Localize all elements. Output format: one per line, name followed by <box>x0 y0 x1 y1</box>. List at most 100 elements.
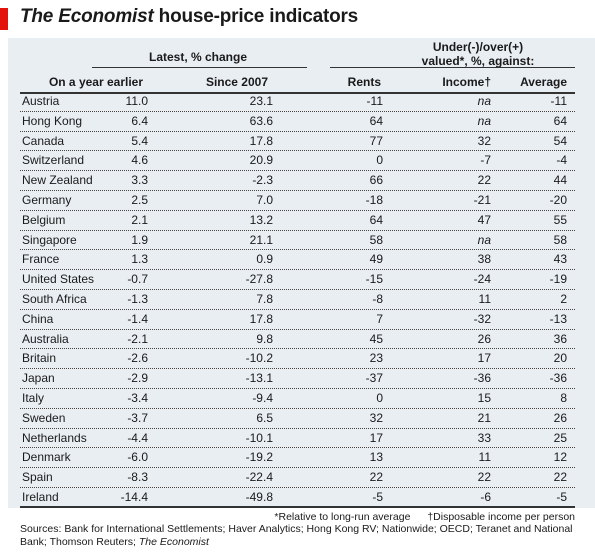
cell-average: 54 <box>553 133 567 148</box>
cell-income: -7 <box>480 153 491 168</box>
cell-since-2007: 6.5 <box>256 410 273 425</box>
cell-since-2007: -19.2 <box>245 450 273 465</box>
cell-income: 21 <box>477 410 491 425</box>
row-country: Australia <box>22 331 69 346</box>
row-country: United States <box>22 272 95 287</box>
cell-year-earlier: 1.9 <box>131 232 148 247</box>
cell-income: 15 <box>477 391 491 405</box>
cell-income: na <box>477 232 491 247</box>
table-row: Switzerland 4.6 20.9 0 -7 -4 <box>20 151 575 172</box>
row-country: Netherlands <box>22 430 87 445</box>
cell-year-earlier: -14.4 <box>120 490 148 504</box>
cell-since-2007: -2.3 <box>252 173 273 188</box>
row-country: Canada <box>22 133 65 148</box>
cell-since-2007: 0.9 <box>256 252 273 267</box>
table-row: Belgium 2.1 13.2 64 47 55 <box>20 211 575 231</box>
cell-average: -13 <box>549 311 567 326</box>
row-country: Belgium <box>22 212 66 227</box>
cell-since-2007: 23.1 <box>249 94 273 108</box>
cell-rents: -11 <box>366 94 383 108</box>
title-rest: house-price indicators <box>153 6 359 27</box>
cell-average: -19 <box>549 272 567 287</box>
cell-rents: 64 <box>369 113 383 128</box>
cell-year-earlier: 5.4 <box>131 133 148 148</box>
cell-average: 43 <box>553 252 567 267</box>
cell-since-2007: 7.0 <box>256 193 273 207</box>
cell-income: na <box>477 94 491 108</box>
cell-rents: 7 <box>376 311 383 326</box>
table-row: Japan -2.9 -13.1 -37 -36 -36 <box>20 369 575 389</box>
column-header-income: Income† <box>442 75 491 89</box>
cell-since-2007: 13.2 <box>249 212 273 227</box>
cell-income: 38 <box>477 252 491 267</box>
cell-rents: -5 <box>372 490 383 504</box>
cell-average: 26 <box>553 410 567 425</box>
source-text: Sources: Bank for International Settleme… <box>20 523 573 548</box>
cell-income: na <box>477 113 491 128</box>
cell-income: 32 <box>477 133 491 148</box>
cell-rents: -15 <box>365 272 383 287</box>
table-panel <box>8 38 595 508</box>
cell-average: -36 <box>549 371 567 386</box>
cell-rents: 77 <box>369 133 383 148</box>
cell-average: -5 <box>556 490 567 504</box>
cell-since-2007: 63.6 <box>249 113 273 128</box>
cell-since-2007: 17.8 <box>249 311 273 326</box>
group-header-valued: Under(-)/over(+) valued*, %, against: <box>368 40 588 68</box>
row-country: New Zealand <box>22 173 93 188</box>
cell-year-earlier: -1.4 <box>127 311 148 326</box>
cell-income: -21 <box>473 193 491 207</box>
cell-year-earlier: 3.3 <box>131 173 148 188</box>
group-header-valued-line1: Under(-)/over(+) <box>432 40 524 54</box>
title-publication: The Economist <box>20 6 154 27</box>
cell-since-2007: 21.1 <box>249 232 273 247</box>
row-country: Ireland <box>22 490 59 504</box>
cell-average: 8 <box>560 391 567 405</box>
row-country: South Africa <box>22 292 87 306</box>
red-title-marker <box>0 8 8 30</box>
cell-year-earlier: -2.6 <box>127 351 148 366</box>
cell-year-earlier: -4.4 <box>127 430 148 445</box>
cell-average: 58 <box>553 232 567 247</box>
cell-rents: 13 <box>369 450 383 465</box>
table-row: France 1.3 0.9 49 38 43 <box>20 250 575 271</box>
cell-income: -32 <box>473 311 491 326</box>
cell-year-earlier: 11.0 <box>125 94 148 108</box>
row-country: Japan <box>22 371 55 386</box>
cell-average: 36 <box>553 331 567 346</box>
cell-rents: 17 <box>369 430 383 445</box>
table-row: New Zealand 3.3 -2.3 66 22 44 <box>20 171 575 191</box>
cell-year-earlier: 1.3 <box>131 252 148 267</box>
cell-average: 20 <box>553 351 567 366</box>
table-row: Australia -2.1 9.8 45 26 36 <box>20 330 575 350</box>
cell-year-earlier: -6.0 <box>127 450 148 465</box>
source-note: Sources: Bank for International Settleme… <box>20 523 580 549</box>
cell-since-2007: -49.8 <box>245 490 273 504</box>
footnote-relative: *Relative to long-run average <box>274 511 411 523</box>
row-country: Britain <box>22 351 57 366</box>
cell-rents: 23 <box>369 351 383 366</box>
cell-income: 11 <box>478 292 491 306</box>
table-row: Britain -2.6 -10.2 23 17 20 <box>20 349 575 370</box>
cell-rents: 22 <box>369 470 383 485</box>
column-header-rents: Rents <box>347 75 381 89</box>
row-country: China <box>22 311 54 326</box>
cell-income: 33 <box>477 430 491 445</box>
cell-income: 22 <box>477 470 491 485</box>
cell-year-earlier: -0.7 <box>127 272 148 287</box>
cell-rents: 45 <box>369 331 383 346</box>
chart-title: The Economist house-price indicators <box>20 6 358 28</box>
cell-income: -24 <box>473 272 491 287</box>
cell-since-2007: 7.8 <box>256 292 273 306</box>
cell-income: -6 <box>480 490 491 504</box>
cell-since-2007: 20.9 <box>249 153 273 168</box>
table-row: China -1.4 17.8 7 -32 -13 <box>20 310 575 330</box>
group-rule-valued <box>330 67 575 68</box>
table-row: Netherlands -4.4 -10.1 17 33 25 <box>20 429 575 449</box>
table-row: Denmark -6.0 -19.2 13 11 12 <box>20 448 575 469</box>
table-row: Germany 2.5 7.0 -18 -21 -20 <box>20 191 575 211</box>
cell-year-earlier: 4.6 <box>131 153 148 168</box>
cell-year-earlier: -2.1 <box>127 331 148 346</box>
row-country: Germany <box>22 193 72 207</box>
